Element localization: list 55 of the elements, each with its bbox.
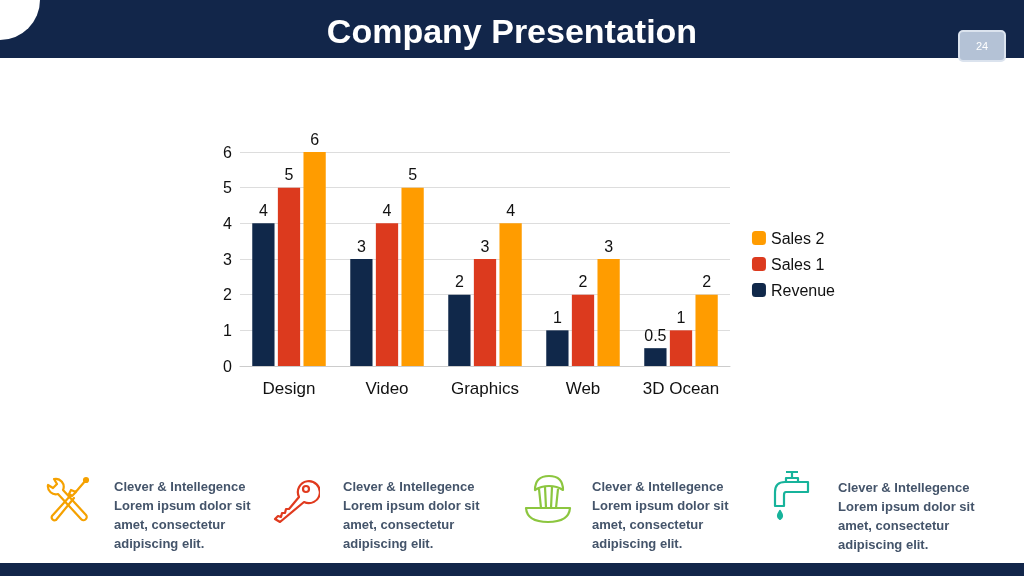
y-tick-label: 6 — [223, 143, 233, 161]
data-label: 5 — [408, 166, 418, 184]
text: Lorem ipsum dolor sit amet, consectetur adipiscing elit. — [838, 498, 976, 554]
data-label: 3 — [480, 237, 490, 255]
y-tick-label: 4 — [223, 214, 233, 232]
y-tick-label: 5 — [223, 179, 233, 197]
data-label: 2 — [578, 273, 588, 291]
data-label: 1 — [676, 308, 686, 326]
data-label: 6 — [310, 130, 320, 148]
bar — [597, 259, 620, 366]
x-tick-label: 3D Ocean — [642, 379, 720, 398]
bar — [303, 152, 326, 366]
data-label: 4 — [258, 201, 268, 219]
data-label: 0.5 — [644, 326, 667, 344]
data-label: 1 — [552, 308, 562, 326]
text: 24 — [958, 30, 1006, 62]
y-tick-label: 3 — [223, 250, 233, 268]
text: Lorem ipsum dolor sit amet, consectetur adipiscing elit. — [343, 497, 481, 553]
data-label: 4 — [382, 201, 392, 219]
y-tick-label: 1 — [223, 321, 233, 339]
x-tick-label: Graphics — [450, 379, 520, 398]
legend-label: Revenue — [770, 281, 836, 299]
bar — [546, 330, 569, 366]
bar — [473, 259, 497, 366]
bar — [277, 187, 301, 366]
bar — [375, 223, 399, 366]
text: Clever & Intellegence — [838, 479, 971, 497]
bar — [401, 187, 424, 366]
bar — [252, 223, 275, 366]
bar — [571, 294, 595, 366]
data-label: 2 — [702, 273, 712, 291]
text: Clever & Intellegence — [343, 478, 476, 496]
x-tick-label: Design — [262, 379, 316, 398]
bar — [669, 330, 693, 366]
data-label: 4 — [506, 201, 516, 219]
bar — [448, 294, 471, 366]
data-label: 5 — [284, 166, 294, 184]
text: Lorem ipsum dolor sit amet, consectetur adipiscing elit. — [592, 497, 730, 553]
y-tick-label: 2 — [223, 286, 233, 304]
x-tick-label: Web — [565, 379, 601, 398]
data-label: 3 — [604, 237, 614, 255]
data-label: 2 — [454, 273, 464, 291]
bar — [644, 348, 667, 366]
chart-title: Company Presentation — [326, 12, 698, 50]
text: Clever & Intellegence — [114, 478, 247, 496]
bar — [695, 294, 718, 366]
legend-label: Sales 1 — [770, 255, 825, 273]
legend-label: Sales 2 — [770, 229, 825, 247]
text: Clever & Intellegence — [592, 478, 725, 496]
x-tick-label: Video — [365, 379, 409, 398]
bar — [499, 223, 522, 366]
text: Lorem ipsum dolor sit amet, consectetur adipiscing elit. — [114, 497, 252, 553]
bar — [350, 259, 373, 366]
data-label: 3 — [356, 237, 366, 255]
y-tick-label: 0 — [223, 357, 233, 375]
